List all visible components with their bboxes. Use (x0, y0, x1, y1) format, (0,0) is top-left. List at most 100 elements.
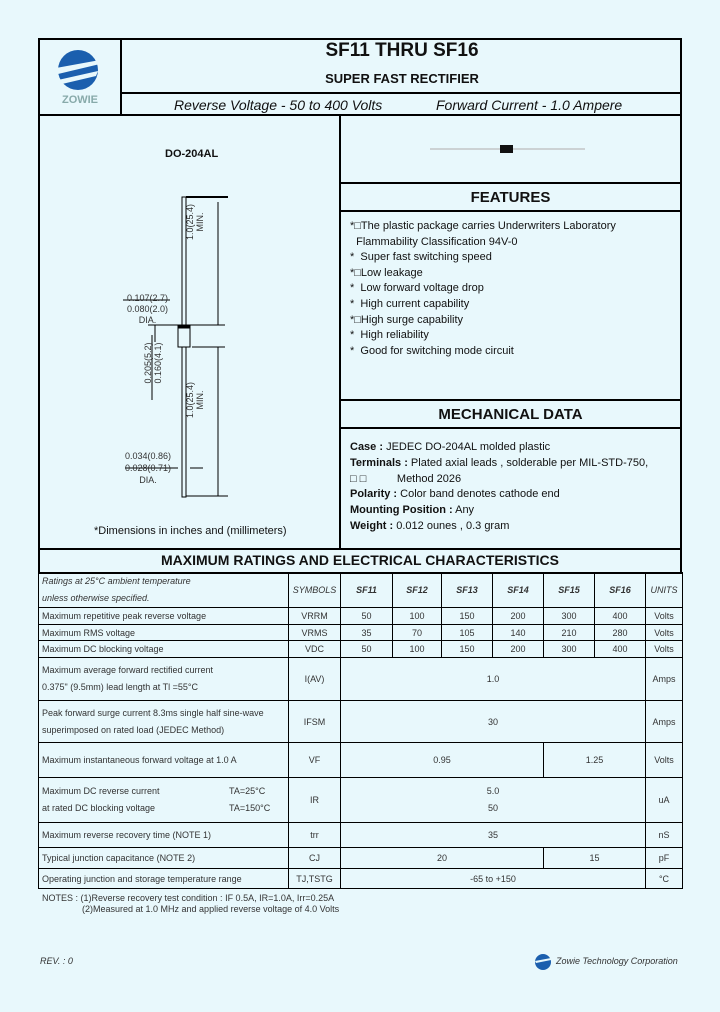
table-cell: uA (645, 777, 683, 823)
table-cell: IR (288, 777, 341, 823)
table-cell: Maximum repetitive peak reverse voltage (38, 607, 289, 625)
mech-value: 0.012 ounes , 0.3 gram (393, 519, 510, 532)
value-a: 5.0 (486, 786, 500, 796)
table-cell: Maximum instantaneous forward voltage at… (38, 742, 289, 778)
column-header: SF12 (392, 572, 442, 608)
table-cell: nS (645, 822, 683, 848)
table-cell: -65 to +150 (340, 868, 646, 889)
param-cell: Maximum average forward rectified curren… (38, 657, 289, 701)
feature-item: * Low forward voltage drop (350, 282, 484, 295)
mech-label: Mounting Position : (350, 504, 453, 517)
column-header: SF13 (441, 572, 493, 608)
table-cell: Amps (645, 657, 683, 701)
diode-photo (430, 145, 585, 153)
mechanical-item: Case : JEDEC DO-204AL molded plastic (350, 440, 648, 456)
column-header: SF16 (594, 572, 646, 608)
table-row: Maximum RMS voltage VRMS 35 70 105 140 210 280 V… (38, 624, 683, 641)
param: Peak forward surge current 8.3ms single … (42, 707, 264, 718)
table-cell: Volts (645, 607, 683, 625)
mechanical-list: Case : JEDEC DO-204AL molded plastic Term… (350, 440, 648, 535)
table-cell: 70 (392, 624, 442, 641)
table-cell: Operating junction and storage temperatu… (38, 868, 289, 889)
feature-item: * High current capability (350, 297, 470, 310)
feature-item: *□Low leakage (350, 266, 423, 279)
mech-label: Polarity : (350, 488, 398, 501)
table-cell: Maximum DC blocking voltage (38, 640, 289, 658)
param: Maximum average forward rectified curren… (42, 665, 214, 675)
features-list: *□The plastic package carries Underwrite… (350, 219, 616, 359)
table-cell: VF (288, 742, 341, 778)
cond-b: TA=150°C (229, 803, 271, 813)
table-row: Maximum instantaneous forward voltage at… (38, 742, 683, 778)
table-cell: I(AV) (288, 657, 341, 701)
dim-text: 1.0(25.4) (185, 203, 195, 241)
table-cell: 150 (441, 607, 493, 625)
column-header: SF15 (543, 572, 595, 608)
mech-label: Case : (350, 441, 384, 453)
table-cell: 50 (340, 607, 393, 625)
table-cell: Maximum RMS voltage (38, 624, 289, 641)
mechanical-item: Terminals : Plated axial leads , soldera… (350, 456, 648, 472)
feature-item: *□High surge capability (350, 313, 464, 326)
dim-text: 0.205(5.2) (143, 342, 153, 384)
table-cell: 400 (594, 607, 646, 625)
dim-text: MIN. (195, 212, 205, 232)
mech-label: Terminals : (350, 456, 408, 469)
table-cell: 300 (543, 607, 595, 625)
mech-label: Weight : (350, 519, 394, 532)
zowie-logo-icon (56, 50, 100, 90)
table-row: Maximum reverse recovery time (NOTE 1) tr… (38, 822, 683, 848)
table-cell: IFSM (288, 700, 341, 743)
table-cell: trr (288, 822, 341, 848)
table-cell: pF (645, 847, 683, 869)
table-cell: 100 (392, 640, 442, 658)
table-cell: 35 (340, 624, 393, 641)
mechanical-item: Mounting Position : Any (350, 503, 648, 519)
dim-text: 1.0(25.4) (185, 381, 195, 419)
table-cell: Volts (645, 742, 683, 778)
table-cell: CJ (288, 847, 341, 869)
package-drawing (123, 196, 228, 498)
table-cell: 200 (492, 640, 544, 658)
table-header-row: Ratings at 25°C ambient temperature unles… (38, 572, 683, 608)
param-2: at rated DC blocking voltage (42, 803, 156, 813)
page-title: SF11 THRU SF16 (325, 40, 479, 61)
column-header: UNITS (645, 572, 683, 608)
param-2: superimposed on rated load (JEDEC Method… (42, 724, 225, 735)
table-cell: 0.95 (340, 742, 544, 778)
table-cell: Volts (645, 640, 683, 658)
feature-item: Flammability Classification 94V-0 (350, 235, 518, 248)
table-cell: Typical junction capacitance (NOTE 2) (38, 847, 289, 869)
condition-2: unless otherwise specified. (42, 593, 150, 603)
ratings-title: MAXIMUM RATINGS AND ELECTRICAL CHARACTER… (38, 548, 682, 574)
table-row: Maximum DC reverse current at rated DC bl… (38, 777, 683, 823)
notes: NOTES : (1)Reverse recovery test conditi… (42, 893, 339, 915)
feature-item: * Super fast switching speed (350, 251, 492, 264)
mech-value: Any (452, 504, 475, 517)
company-name: Zowie Technology Corporation (556, 956, 678, 966)
lead-length-bottom-dim: 1.0(25.4) MIN. (185, 360, 205, 440)
mechanical-item: Weight : 0.012 ounes , 0.3 gram (350, 519, 648, 535)
middle-section (38, 114, 682, 550)
dim-text: 0.028(0.71) (125, 463, 172, 473)
table-cell: TJ,TSTG (288, 868, 341, 889)
table-row: Peak forward surge current 8.3ms single … (38, 700, 683, 743)
param-cell: Maximum DC reverse current at rated DC bl… (38, 777, 289, 823)
dim-text: 0.034(0.86) (125, 451, 172, 461)
table-cell: Amps (645, 700, 683, 743)
value-cell: 5.0 50 (340, 777, 646, 823)
mech-value: Color band denotes cathode end (397, 488, 560, 501)
mech-value: □ □ Method 2026 (350, 472, 462, 485)
table-cell: 35 (340, 822, 646, 848)
table-cell: 105 (441, 624, 493, 641)
mechanical-item: Polarity : Color band denotes cathode en… (350, 487, 648, 503)
note-2: (2)Measured at 1.0 MHz and applied rever… (82, 904, 340, 914)
logo-text: ZOWIE (61, 94, 99, 106)
table-cell: °C (645, 868, 683, 889)
feature-item: *□The plastic package carries Underwrite… (350, 220, 616, 232)
dim-text: DIA. (139, 475, 157, 485)
table-cell: 400 (594, 640, 646, 658)
ratings-summary: Reverse Voltage - 50 to 400 Volts Forwar… (122, 92, 682, 116)
lead-length-top-dim: 1.0(25.4) MIN. (185, 182, 205, 262)
dim-text: MIN. (195, 390, 205, 410)
